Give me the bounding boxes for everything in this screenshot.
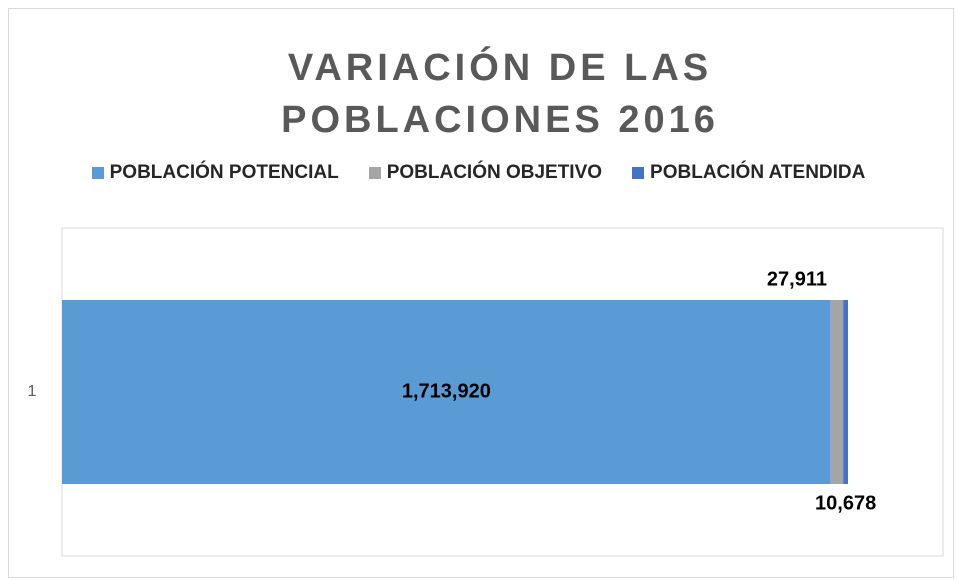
- legend: POBLACIÓN POTENCIAL POBLACIÓN OBJETIVO POB…: [0, 162, 957, 184]
- legend-item: POBLACIÓN ATENDIDA: [632, 162, 865, 184]
- chart-frame: [8, 8, 954, 578]
- chart-title: VARIACIÓN DE LAS POBLACIONES 2016: [281, 47, 719, 141]
- legend-label: POBLACIÓN ATENDIDA: [650, 162, 866, 183]
- data-label: 27,911: [767, 268, 827, 290]
- data-label: 10,678: [815, 492, 876, 514]
- bar-segment: [62, 300, 831, 484]
- bar-segment: [830, 300, 844, 484]
- legend-swatch: [368, 167, 381, 179]
- y-tick-label: 1: [28, 383, 37, 400]
- legend-item: POBLACIÓN OBJETIVO: [368, 162, 603, 184]
- legend-label: POBLACIÓN OBJETIVO: [386, 162, 603, 183]
- legend-item: POBLACIÓN POTENCIAL: [91, 162, 339, 184]
- bar-segment: [843, 300, 848, 484]
- legend-swatch: [632, 167, 645, 179]
- legend-swatch: [91, 167, 104, 179]
- data-label: 1,713,920: [402, 380, 491, 402]
- legend-label: POBLACIÓN POTENCIAL: [109, 162, 339, 183]
